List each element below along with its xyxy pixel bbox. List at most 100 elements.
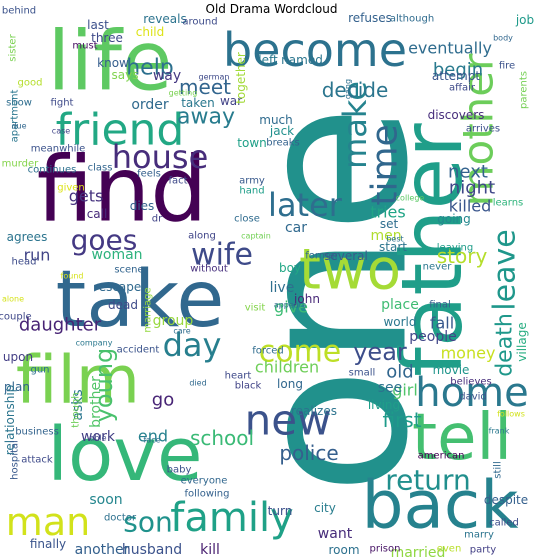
word-going: going <box>437 212 471 226</box>
word-killed: killed <box>449 197 492 216</box>
word-find: find <box>37 138 208 243</box>
word-world: world <box>383 315 416 329</box>
word-around: around <box>182 17 217 28</box>
word-start: start <box>379 240 407 254</box>
word-american: american <box>418 451 465 462</box>
word-former: former <box>305 251 339 262</box>
word-dr: dr <box>152 214 163 225</box>
word-family: family <box>170 495 293 541</box>
word-care: care <box>173 327 190 336</box>
word-marry: marry <box>464 530 494 541</box>
word-class: class <box>88 163 113 174</box>
word-story: story <box>437 244 488 268</box>
word-must: must <box>72 41 97 52</box>
word-call: call <box>87 207 108 221</box>
word-couple: couple <box>0 312 32 323</box>
word-help: help <box>126 56 174 81</box>
word-boy: boy <box>279 261 301 275</box>
word-still: still <box>493 461 504 478</box>
word-body: body <box>493 34 513 43</box>
word-party: party <box>470 545 497 556</box>
word-eventually: eventually <box>408 39 492 58</box>
word-close: close <box>234 214 260 225</box>
word-become: become <box>223 23 407 77</box>
word-breaks: breaks <box>266 138 300 149</box>
word-another: another <box>75 542 130 558</box>
word-believes: believes <box>450 377 492 388</box>
word-want: want <box>318 526 353 542</box>
word-make: make <box>336 81 374 169</box>
word-begin: begin <box>433 60 483 81</box>
word-finally: finally <box>30 537 66 551</box>
word-marriage: marriage <box>143 287 154 332</box>
word-reveals: reveals <box>143 12 186 26</box>
word-heart: heart <box>225 371 252 382</box>
word-affair: affair <box>449 83 476 94</box>
word-live: live <box>270 280 295 296</box>
word-first: first <box>382 408 421 432</box>
word-two: two <box>299 238 401 303</box>
word-order: order <box>131 97 169 113</box>
word-due: due <box>11 122 26 131</box>
word-friend: friend <box>56 105 185 156</box>
word-father: father <box>383 123 481 377</box>
word-arrives: arrives <box>466 124 500 135</box>
word-left: left <box>258 53 278 67</box>
word-refuses: refuses <box>348 11 392 25</box>
word-appears: appears <box>274 301 306 310</box>
word-case: case <box>52 127 70 136</box>
word-children: children <box>255 358 319 377</box>
word-love: love <box>47 412 202 498</box>
word-attack: attack <box>21 455 53 466</box>
word-although: although <box>390 14 434 25</box>
word-end: end <box>138 427 168 446</box>
word-men: men <box>370 228 401 244</box>
word-face: face <box>143 436 160 445</box>
word-film: film <box>16 342 140 419</box>
word-old: old <box>386 362 413 383</box>
word-discovers: discovers <box>428 108 485 122</box>
word-army: army <box>239 176 265 187</box>
word-come: come <box>259 335 342 370</box>
word-leave: leave <box>488 229 523 310</box>
word-escape: escape <box>99 280 142 294</box>
word-despite: despite <box>484 493 528 507</box>
word-police: police <box>279 441 338 465</box>
word-agrees: agrees <box>7 230 48 244</box>
word-turn: turn <box>268 504 293 518</box>
word-accident: accident <box>117 345 160 356</box>
word-show: show <box>6 98 32 109</box>
word-death: death <box>493 313 518 377</box>
word-new: new <box>245 396 332 445</box>
word-never: never <box>423 262 453 273</box>
word-leaving: leaving <box>437 243 473 254</box>
word-time: time <box>365 124 406 205</box>
word-next: next <box>448 162 488 183</box>
word-behind: behind <box>2 6 36 17</box>
word-husband: husband <box>122 542 182 558</box>
word-city: city <box>314 501 336 515</box>
word-small: small <box>349 368 376 379</box>
word-way: way <box>153 68 181 84</box>
word-fact: fact <box>168 176 187 187</box>
word-away: away <box>177 105 235 130</box>
word-take: take <box>56 255 225 345</box>
word-forced: forced <box>252 346 284 357</box>
word-car: car <box>285 220 307 236</box>
word-school: school <box>190 426 254 450</box>
word-place: place <box>381 297 419 313</box>
word-house: house <box>112 138 209 176</box>
word-apartment: apartment <box>10 90 21 143</box>
word-brother: brother <box>88 376 104 428</box>
chart-title: Old Drama Wordcloud <box>205 2 338 16</box>
word-last: last <box>87 18 109 32</box>
word-company: company <box>76 339 113 348</box>
word-feels: feels <box>137 169 161 180</box>
word-dies: dies <box>130 199 155 213</box>
word-died: died <box>189 379 206 388</box>
word-money: money <box>441 344 496 363</box>
word-people: people <box>409 329 456 345</box>
word-living: living <box>368 398 400 412</box>
word-decide: decide <box>322 78 389 102</box>
